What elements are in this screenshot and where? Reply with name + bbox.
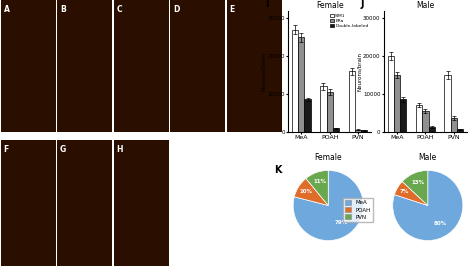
- Bar: [327, 92, 333, 132]
- Bar: [349, 71, 355, 132]
- Bar: [388, 56, 394, 132]
- Bar: [445, 75, 451, 132]
- Y-axis label: Neurons/brain: Neurons/brain: [261, 52, 266, 91]
- Title: Female: Female: [316, 1, 344, 10]
- Text: G: G: [60, 145, 66, 154]
- Bar: [428, 127, 435, 132]
- Bar: [361, 130, 367, 132]
- Bar: [304, 99, 310, 132]
- Text: F: F: [4, 145, 9, 154]
- Text: J: J: [361, 0, 364, 9]
- Text: A: A: [4, 5, 9, 14]
- Title: Male: Male: [416, 1, 435, 10]
- Bar: [292, 30, 298, 132]
- Bar: [355, 130, 361, 132]
- Wedge shape: [294, 178, 328, 206]
- Text: E: E: [229, 5, 235, 14]
- Bar: [333, 128, 339, 132]
- Text: I: I: [265, 0, 268, 9]
- Y-axis label: Neurons/brain: Neurons/brain: [356, 52, 362, 91]
- Text: 79%: 79%: [335, 220, 348, 225]
- Bar: [400, 99, 406, 132]
- Text: 11%: 11%: [313, 179, 326, 184]
- Legend: MeA, POAH, PVN: MeA, POAH, PVN: [343, 198, 373, 222]
- Title: Male: Male: [419, 153, 437, 162]
- Text: 10%: 10%: [300, 189, 312, 194]
- Bar: [298, 37, 304, 132]
- Wedge shape: [402, 170, 428, 206]
- Legend: SIM1, ERa, Double-labeled: SIM1, ERa, Double-labeled: [329, 13, 369, 28]
- Wedge shape: [394, 181, 428, 206]
- Wedge shape: [306, 170, 328, 206]
- Bar: [320, 86, 327, 132]
- Wedge shape: [293, 170, 364, 241]
- Bar: [422, 111, 428, 132]
- Text: H: H: [117, 145, 123, 154]
- Text: 80%: 80%: [434, 221, 447, 226]
- Text: B: B: [60, 5, 66, 14]
- Bar: [394, 75, 400, 132]
- Bar: [416, 105, 422, 132]
- Title: Female: Female: [314, 153, 342, 162]
- Text: D: D: [173, 5, 179, 14]
- Text: K: K: [274, 165, 282, 175]
- Text: 13%: 13%: [411, 180, 424, 185]
- Bar: [457, 129, 463, 132]
- Text: C: C: [117, 5, 122, 14]
- Text: 7%: 7%: [400, 189, 409, 194]
- Bar: [451, 118, 457, 132]
- Wedge shape: [392, 170, 463, 241]
